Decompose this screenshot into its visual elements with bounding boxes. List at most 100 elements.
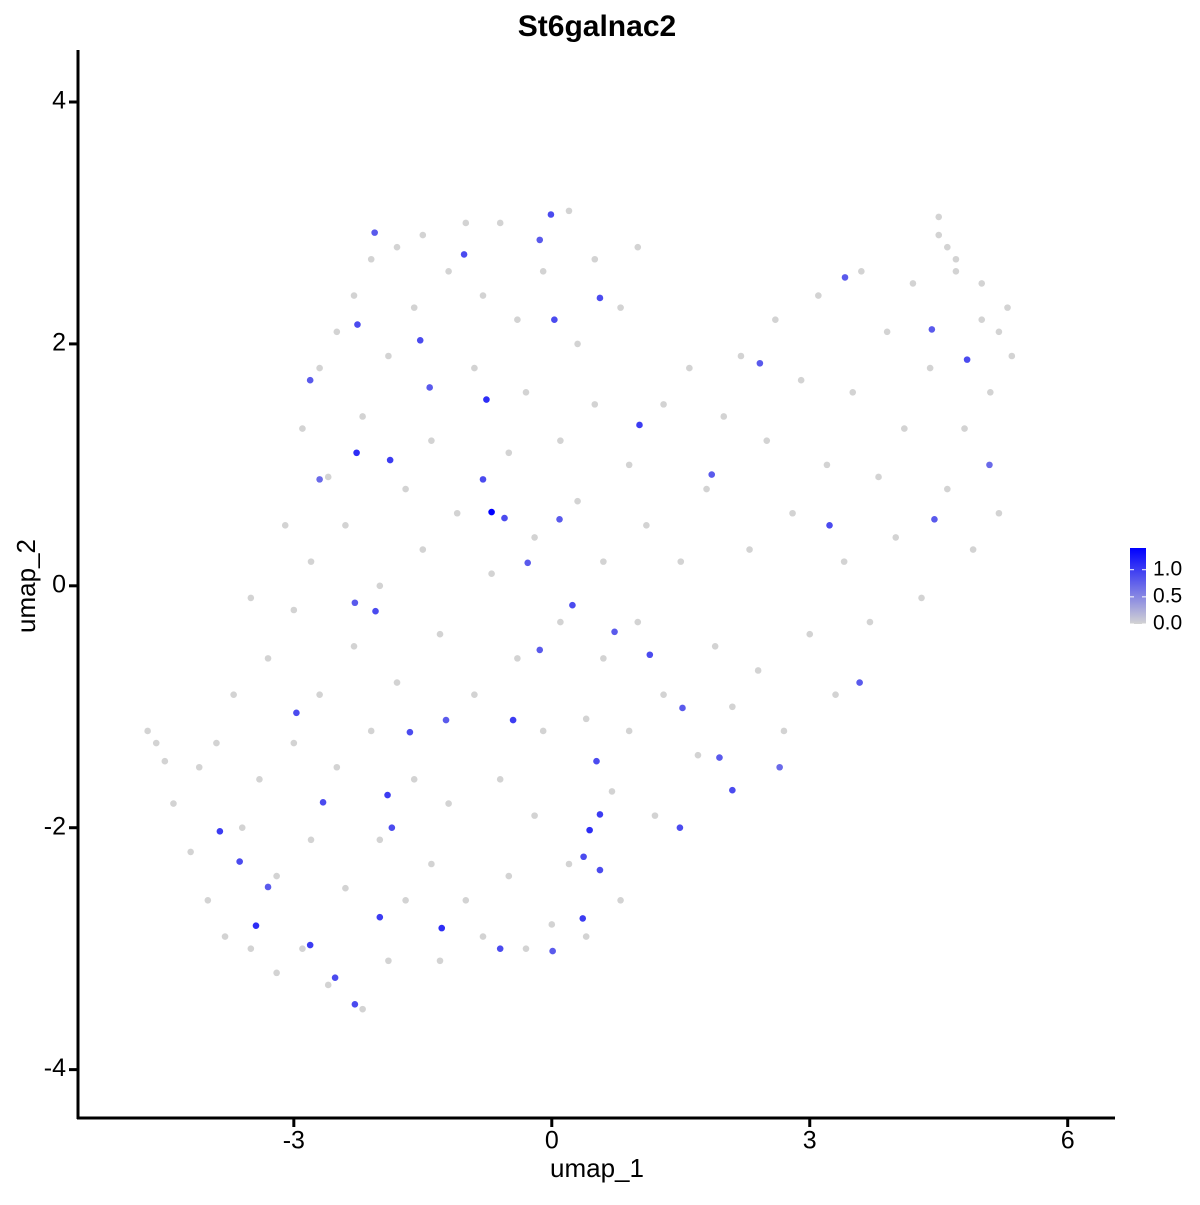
point [293,709,300,717]
point [883,328,891,336]
point [522,945,530,952]
point [299,425,306,432]
point [549,947,556,955]
point [161,757,169,765]
point [531,534,538,541]
point [551,316,558,324]
point [600,655,607,662]
point [875,473,882,481]
point [393,679,401,686]
point [963,356,971,363]
point [679,704,686,712]
point [419,546,427,553]
point [230,691,237,698]
point [471,364,478,372]
point [557,437,564,444]
point [918,594,925,602]
point [388,824,396,832]
point [416,336,424,344]
point [367,727,375,735]
point [213,739,220,747]
point [479,292,487,299]
point [195,763,203,771]
point [319,799,327,806]
point [849,388,857,396]
point [593,757,600,765]
point [501,514,508,522]
point [746,546,753,553]
point [410,304,418,311]
point [496,945,504,952]
point [677,558,685,565]
point [797,376,805,384]
point [483,396,490,403]
point [1004,304,1011,311]
point [866,618,874,626]
point [402,485,409,493]
point [582,715,590,723]
point [410,776,418,783]
point [436,630,444,638]
point [264,883,272,891]
y-tick-label: 2 [52,329,66,357]
point [978,280,986,287]
x-tick-label: 3 [803,1127,817,1155]
point [776,763,783,771]
point [926,364,934,372]
point [711,642,719,650]
point [651,812,659,819]
point [524,559,532,567]
x-tick-label: 0 [545,1127,559,1155]
point [660,401,667,408]
point [471,691,478,698]
point [909,280,917,287]
point [858,268,865,275]
point [460,251,468,258]
point [591,255,599,263]
point [565,860,573,868]
point [625,461,633,469]
point [428,437,435,444]
point [306,941,314,949]
point [536,646,544,654]
point [479,476,487,483]
point [582,933,590,940]
point [426,384,433,391]
point [548,921,556,928]
point [273,969,280,977]
point [596,866,604,874]
point [547,211,555,218]
point [256,776,263,783]
point [780,727,788,735]
point [376,836,384,844]
point [479,933,487,940]
point [371,229,378,236]
point [496,219,504,227]
point [591,401,599,408]
point [385,957,392,965]
point [737,352,745,360]
point [634,618,642,626]
point [419,231,427,239]
point [826,522,833,529]
point [646,651,654,659]
point [574,340,581,348]
point [331,974,339,981]
point [586,826,593,834]
point [496,776,504,783]
point [928,326,936,333]
point [252,922,260,929]
point [611,628,618,636]
point [438,924,446,932]
point [815,292,822,299]
point [170,800,177,807]
point [935,213,943,221]
point [307,558,315,565]
point [986,461,993,469]
point [565,207,573,215]
point [708,471,716,478]
point [952,268,960,275]
colorbar-tick-label: 0.0 [1153,612,1182,635]
point [505,449,513,457]
point [428,860,435,868]
